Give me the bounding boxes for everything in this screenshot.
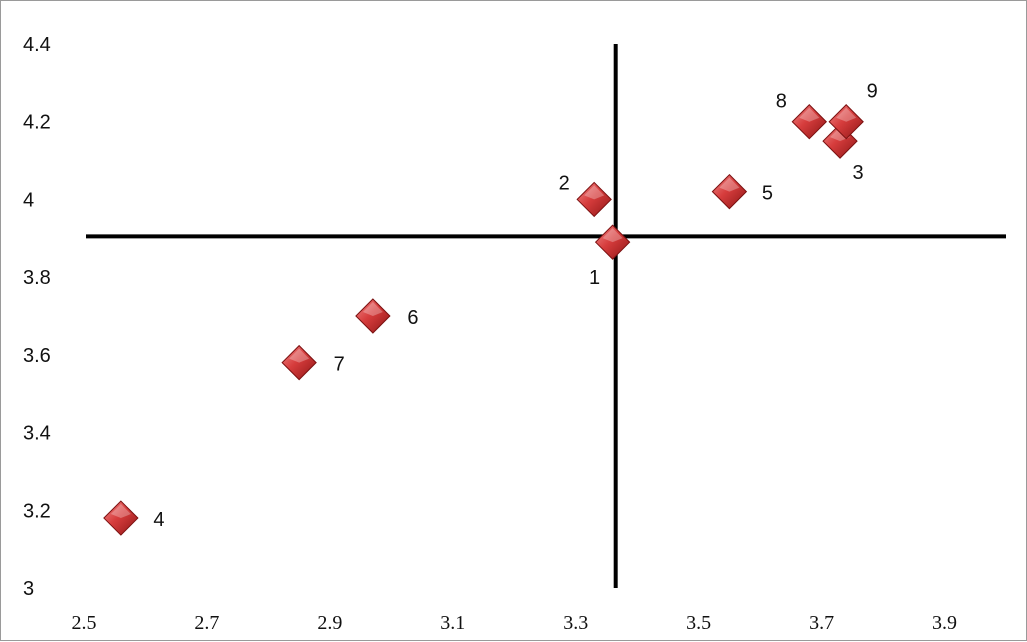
point-marker — [828, 104, 864, 140]
point-marker — [281, 344, 317, 381]
data-point-9 — [828, 104, 864, 140]
x-tick-label: 2.7 — [194, 612, 219, 634]
point-label: 4 — [153, 509, 164, 531]
y-tick-label: 3 — [23, 578, 34, 600]
point-marker — [594, 224, 631, 260]
y-tick-label: 4 — [23, 189, 34, 211]
x-tick-label: 3.5 — [686, 612, 711, 634]
x-tick-label: 2.9 — [317, 612, 342, 634]
point-label: 8 — [776, 91, 787, 113]
y-tick-label: 3.4 — [23, 423, 51, 445]
data-point-6 — [355, 298, 391, 334]
point-label: 2 — [559, 172, 570, 194]
point-marker — [103, 500, 139, 536]
point-label: 6 — [407, 307, 418, 329]
data-point-1 — [594, 224, 631, 260]
point-marker-highlight — [584, 185, 605, 200]
data-point-5 — [711, 173, 748, 210]
point-marker-highlight — [799, 107, 820, 122]
point-marker — [576, 181, 612, 218]
x-tick-label: 3.3 — [563, 612, 588, 634]
data-point-8 — [791, 104, 828, 140]
point-label: 7 — [334, 354, 345, 376]
point-label: 5 — [762, 183, 773, 205]
point-marker-highlight — [289, 348, 310, 363]
point-marker — [711, 173, 748, 210]
point-label: 9 — [867, 81, 878, 103]
data-point-2 — [576, 181, 612, 218]
x-tick-label: 3.9 — [932, 612, 957, 634]
data-point-7 — [281, 344, 317, 381]
y-tick-label: 4.2 — [23, 112, 51, 134]
point-marker — [791, 104, 828, 140]
point-marker — [822, 123, 858, 159]
point-marker-highlight — [719, 177, 740, 192]
y-tick-label: 3.8 — [23, 267, 51, 289]
point-marker-highlight — [110, 504, 131, 519]
y-tick-label: 3.6 — [23, 345, 51, 367]
data-point-4 — [103, 500, 139, 536]
point-marker-highlight — [602, 228, 623, 243]
point-marker — [355, 298, 391, 334]
x-tick-label: 3.1 — [440, 612, 465, 634]
y-tick-label: 3.2 — [23, 500, 51, 522]
y-tick-label: 4.4 — [23, 34, 51, 56]
x-tick-label: 2.5 — [72, 612, 97, 634]
point-label: 3 — [852, 162, 863, 184]
x-tick-label: 3.7 — [809, 612, 834, 634]
point-label: 1 — [589, 267, 600, 289]
point-marker-highlight — [362, 302, 383, 316]
point-marker-highlight — [836, 107, 857, 122]
